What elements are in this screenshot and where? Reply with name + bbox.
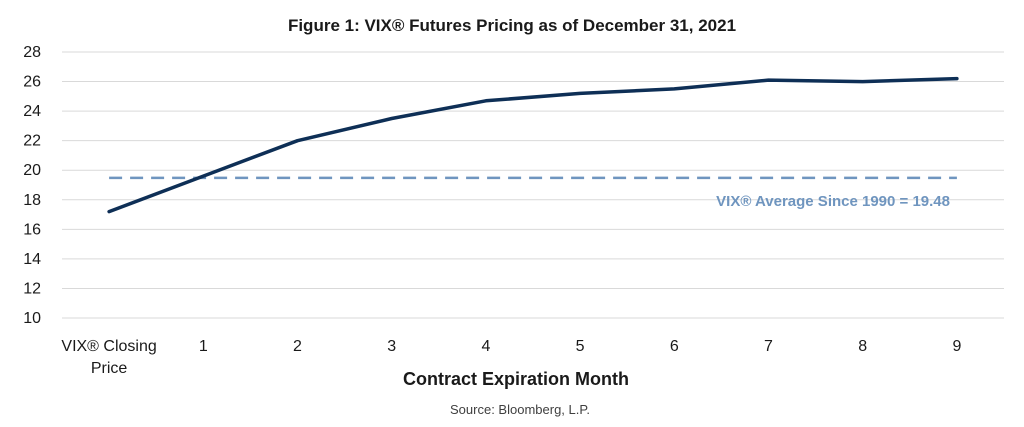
x-tick-label: 9 (952, 338, 961, 355)
data-point (202, 175, 204, 177)
y-tick-label: 16 (23, 221, 41, 238)
data-point (673, 88, 675, 90)
x-tick-label: 1 (199, 338, 208, 355)
x-axis-label: Contract Expiration Month (403, 369, 629, 389)
y-tick-label: 20 (23, 162, 41, 179)
y-tick-label: 28 (23, 44, 41, 61)
x-tick-label: 5 (576, 338, 585, 355)
chart-title: Figure 1: VIX® Futures Pricing as of Dec… (288, 16, 736, 35)
data-point (768, 79, 769, 81)
series-layer (107, 76, 959, 214)
y-tick-label: 18 (23, 192, 41, 209)
x-tick-label: 7 (764, 338, 773, 355)
y-tick-label: 14 (23, 251, 41, 268)
data-point (391, 118, 393, 119)
x-tick-label: 2 (293, 338, 302, 355)
data-point (297, 140, 298, 142)
data-point (108, 211, 110, 213)
x-tick-label: 4 (481, 338, 490, 355)
series-line (107, 76, 959, 214)
data-point (579, 92, 581, 94)
source-note: Source: Bloomberg, L.P. (450, 402, 590, 417)
y-axis-ticks: 10 12 14 16 18 20 22 24 26 28 (23, 44, 41, 327)
x-tick-label: 6 (670, 338, 679, 355)
x-tick-label: VIX® Closing Price (61, 338, 156, 377)
average-reference: VIX® Average Since 1990 = 19.48 (109, 176, 957, 210)
y-tick-label: 12 (23, 280, 41, 297)
gridlines (62, 51, 1004, 319)
average-reference-label: VIX® Average Since 1990 = 19.48 (716, 193, 950, 210)
y-tick-label: 22 (23, 133, 41, 150)
x-axis-ticks: VIX® Closing Price 1 2 3 4 5 6 7 8 9 (61, 338, 961, 377)
y-tick-label: 26 (23, 74, 41, 91)
x-tick-label: 8 (858, 338, 867, 355)
y-tick-label: 24 (23, 103, 41, 120)
data-point (956, 78, 958, 80)
data-point (485, 100, 487, 102)
x-tick-label: 3 (387, 338, 396, 355)
data-point (862, 81, 864, 83)
y-tick-label: 10 (23, 310, 41, 327)
